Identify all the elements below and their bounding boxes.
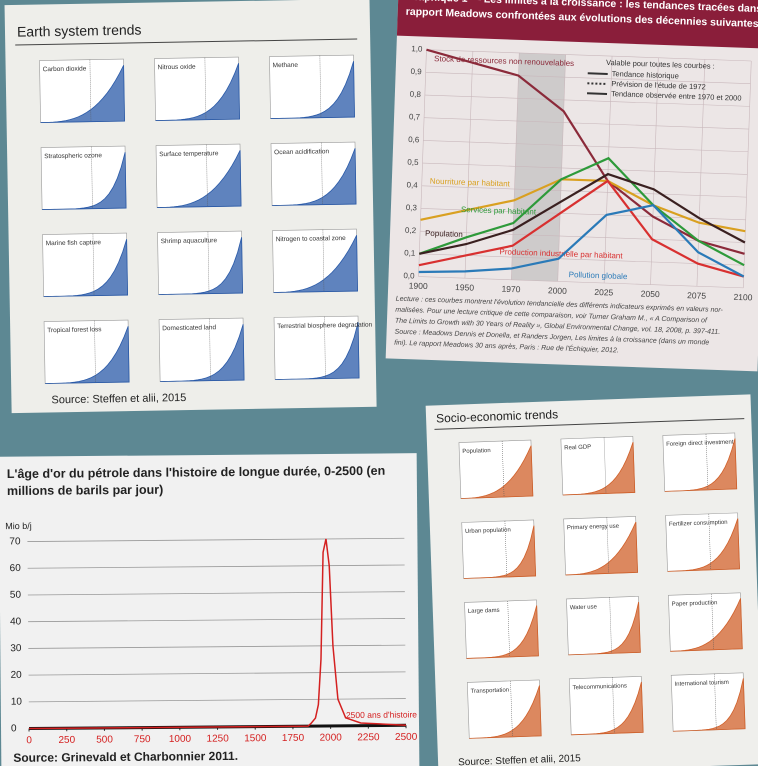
x-tick-label: 500 <box>96 734 113 745</box>
mini-label: Domesticated land <box>162 324 216 332</box>
y-tick-label: 1,0 <box>411 44 423 53</box>
mini-label: Water use <box>570 604 598 611</box>
legend-key <box>588 73 608 74</box>
mini-label: Methane <box>273 62 299 69</box>
y-tick-label: 20 <box>11 670 23 681</box>
x-tick-label: 2000 <box>320 732 343 743</box>
x-tick-label: 2250 <box>357 732 380 743</box>
y-axis-label: Mio b/j <box>5 521 32 531</box>
mini-label: Large dams <box>468 608 500 615</box>
x-tick-label: 1950 <box>455 282 475 293</box>
y-tick-label: 0,9 <box>410 67 422 76</box>
x-tick-label: 1500 <box>244 733 267 744</box>
x-tick-label: 1970 <box>501 284 521 295</box>
legend-key <box>587 93 607 94</box>
y-tick-label: 0,4 <box>406 180 418 189</box>
y-tick-label: 70 <box>9 536 21 547</box>
annotation: 2500 ans d'histoire <box>346 709 417 720</box>
y-tick-label: 0,1 <box>404 248 416 257</box>
y-tick-label: 0,0 <box>403 271 415 280</box>
x-tick-label: 2025 <box>594 287 614 298</box>
page: { "earth_panel": { "title": "Earth syste… <box>0 0 758 766</box>
mini-label: Tropical forest loss <box>47 326 102 334</box>
oil-panel: L'âge d'or du pétrole dans l'histoire de… <box>0 453 419 766</box>
x-tick-label: 1000 <box>169 734 192 745</box>
collage: Earth system trends Carbon dioxide Nitrou… <box>0 0 758 766</box>
mini-label: Marine fish capture <box>46 239 102 247</box>
mini-label: Nitrous oxide <box>158 64 196 72</box>
chart-title: millions de barils par jour) <box>7 483 163 498</box>
mini-label: Ocean acidification <box>274 148 329 156</box>
series-label: Population <box>425 229 463 239</box>
mini-label: Shrimp aquaculture <box>161 237 218 245</box>
x-tick-label: 250 <box>58 735 75 746</box>
y-tick-label: 0 <box>11 723 17 734</box>
source: Source: Grinevald et Charbonnier 2011. <box>13 749 238 765</box>
y-tick-label: 10 <box>11 697 23 708</box>
mini-label: Stratospheric ozone <box>44 152 102 160</box>
earth-panel: Earth system trends Carbon dioxide Nitrou… <box>5 0 377 413</box>
meadows-panel: Graphique 1 — Les limites à la croissanc… <box>386 0 758 372</box>
y-tick-label: 60 <box>10 563 22 574</box>
y-tick-label: 30 <box>10 643 22 654</box>
mini-label: Surface temperature <box>159 150 219 158</box>
x-tick-label: 2050 <box>641 289 661 300</box>
y-tick-label: 50 <box>10 590 22 601</box>
x-tick-label: 2075 <box>687 290 707 301</box>
mini-label: Nitrogen to coastal zone <box>276 235 347 243</box>
mini-label: Carbon dioxide <box>43 65 87 73</box>
source: Source: Steffen et alii, 2015 <box>51 392 186 406</box>
x-tick-label: 2000 <box>548 285 568 296</box>
y-tick-label: 0,8 <box>410 90 422 99</box>
mini-label: Real GDP <box>564 445 591 452</box>
x-tick-label: 750 <box>134 734 151 745</box>
x-tick-label: 1250 <box>206 733 229 744</box>
y-tick-label: 0,7 <box>409 112 421 121</box>
y-tick-label: 0,6 <box>408 135 420 144</box>
y-tick-label: 0,5 <box>407 158 419 167</box>
y-tick-label: 40 <box>10 616 22 627</box>
y-tick-label: 0,3 <box>406 203 418 212</box>
x-tick-label: 1900 <box>409 280 429 291</box>
mini-label: Population <box>462 448 491 455</box>
panel-title: Earth system trends <box>17 21 142 39</box>
y-tick-label: 0,2 <box>405 226 417 235</box>
x-tick-label: 1750 <box>282 733 305 744</box>
x-tick-label: 2500 <box>395 732 418 743</box>
x-tick-label: 0 <box>26 735 32 746</box>
x-tick-label: 2100 <box>733 292 753 303</box>
